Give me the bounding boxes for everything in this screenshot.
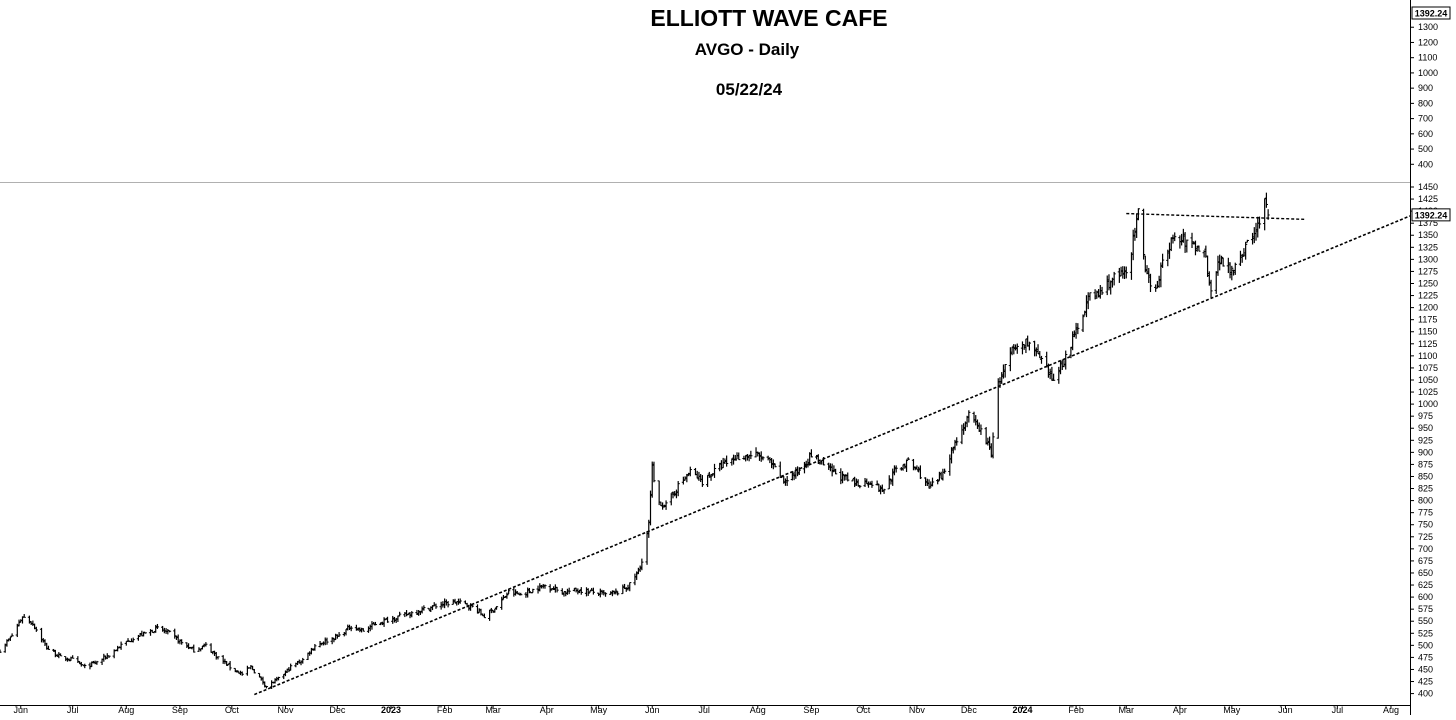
main-y-tick-label: 800 bbox=[1418, 496, 1433, 506]
upper-last-price-label: 1392.24 bbox=[1411, 6, 1451, 20]
main-y-tick-label: 1075 bbox=[1418, 363, 1438, 373]
upper-y-tick-label: 600 bbox=[1418, 129, 1433, 139]
main-y-tick-label: 700 bbox=[1418, 544, 1433, 554]
x-tick-label: Nov bbox=[277, 705, 294, 715]
main-axis-ticks: 400 425 450 475 500 525 550 575 600 625 650 675 700 7… bbox=[1410, 182, 1438, 699]
upper-axis-ticks: 400 500 600 700 800 900 1000 1100 1200 1300 bbox=[1410, 22, 1438, 169]
main-last-price-text: 1392.24 bbox=[1415, 210, 1448, 220]
main-y-tick-label: 400 bbox=[1418, 689, 1433, 699]
x-tick-label: Jul bbox=[1332, 705, 1344, 715]
ohlc-bars bbox=[0, 192, 1270, 689]
main-last-price-box bbox=[1411, 208, 1451, 222]
upper-y-tick-label: 1000 bbox=[1418, 68, 1438, 78]
x-tick-label: 2024 bbox=[1012, 705, 1032, 715]
main-y-tick-label: 1425 bbox=[1418, 194, 1438, 204]
x-tick-label: Oct bbox=[856, 705, 871, 715]
symbol-line: AVGO - Daily bbox=[695, 40, 800, 59]
main-y-tick-label: 425 bbox=[1418, 677, 1433, 687]
main-y-tick-label: 600 bbox=[1418, 592, 1433, 602]
date-line: 05/22/24 bbox=[716, 80, 783, 99]
x-tick-label: Mar bbox=[1119, 705, 1135, 715]
main-y-tick-label: 1000 bbox=[1418, 399, 1438, 409]
x-tick-label: Oct bbox=[225, 705, 240, 715]
main-y-tick-label: 750 bbox=[1418, 520, 1433, 530]
x-tick-label: Feb bbox=[1068, 705, 1084, 715]
x-tick-label: May bbox=[590, 705, 608, 715]
x-tick-label: Aug bbox=[750, 705, 766, 715]
main-y-tick-label: 1325 bbox=[1418, 242, 1438, 252]
main-y-tick-label: 450 bbox=[1418, 664, 1433, 674]
main-y-tick-label: 775 bbox=[1418, 508, 1433, 518]
upper-last-price-text: 1392.24 bbox=[1415, 9, 1448, 19]
x-tick-label: Jun bbox=[1278, 705, 1293, 715]
x-tick-label: Sep bbox=[803, 705, 819, 715]
main-y-tick-label: 1300 bbox=[1418, 254, 1438, 264]
main-y-tick-label: 1375 bbox=[1418, 218, 1438, 228]
main-y-tick-label: 1175 bbox=[1418, 315, 1437, 325]
x-tick-label: 2023 bbox=[381, 705, 401, 715]
x-tick-label: Jul bbox=[67, 705, 79, 715]
upper-y-tick-label: 1100 bbox=[1418, 53, 1437, 63]
main-y-tick-label: 850 bbox=[1418, 471, 1433, 481]
main-y-tick-label: 1200 bbox=[1418, 303, 1438, 313]
upper-y-tick-label: 400 bbox=[1418, 159, 1433, 169]
main-y-tick-label: 650 bbox=[1418, 568, 1433, 578]
x-tick-label: Sep bbox=[172, 705, 188, 715]
main-y-tick-label: 975 bbox=[1418, 411, 1433, 421]
chart-title: ELLIOTT WAVE CAFE bbox=[650, 5, 887, 31]
main-y-tick-label: 500 bbox=[1418, 640, 1433, 650]
upper-last-price-box bbox=[1411, 6, 1451, 20]
x-tick-label: Nov bbox=[909, 705, 926, 715]
main-y-tick-label: 1250 bbox=[1418, 278, 1438, 288]
x-tick-label: Jun bbox=[645, 705, 660, 715]
main-y-tick-label: 1275 bbox=[1418, 266, 1438, 276]
support-trendline bbox=[254, 215, 1411, 696]
main-y-tick-label: 950 bbox=[1418, 423, 1433, 433]
main-last-price-label: 1392.24 bbox=[1411, 208, 1451, 222]
upper-y-tick-label: 800 bbox=[1418, 98, 1433, 108]
main-y-tick-label: 525 bbox=[1418, 628, 1433, 638]
main-y-tick-label: 550 bbox=[1418, 616, 1433, 626]
main-y-tick-label: 475 bbox=[1418, 652, 1433, 662]
main-y-tick-label: 900 bbox=[1418, 447, 1433, 457]
main-y-tick-label: 1100 bbox=[1418, 351, 1437, 361]
upper-y-tick-label: 700 bbox=[1418, 114, 1433, 124]
main-y-tick-label: 875 bbox=[1418, 459, 1433, 469]
main-y-tick-label: 1050 bbox=[1418, 375, 1438, 385]
x-tick-label: Feb bbox=[437, 705, 453, 715]
main-y-tick-label: 1125 bbox=[1418, 339, 1437, 349]
x-tick-label: Apr bbox=[1173, 705, 1187, 715]
x-tick-label: Mar bbox=[485, 705, 501, 715]
main-y-tick-label: 1150 bbox=[1418, 327, 1437, 337]
upper-y-tick-label: 1200 bbox=[1418, 37, 1438, 47]
main-y-tick-label: 1450 bbox=[1418, 182, 1438, 192]
main-y-tick-label: 675 bbox=[1418, 556, 1433, 566]
x-tick-label: Dec bbox=[961, 705, 978, 715]
upper-y-tick-label: 500 bbox=[1418, 144, 1433, 154]
main-y-tick-label: 925 bbox=[1418, 435, 1433, 445]
main-y-tick-label: 625 bbox=[1418, 580, 1433, 590]
x-tick-label: Dec bbox=[329, 705, 346, 715]
x-tick-label: Jul bbox=[698, 705, 710, 715]
upper-y-tick-label: 900 bbox=[1418, 83, 1433, 93]
x-tick-label: Aug bbox=[1383, 705, 1399, 715]
main-y-tick-label: 575 bbox=[1418, 604, 1433, 614]
main-y-tick-label: 1225 bbox=[1418, 291, 1438, 301]
upper-y-tick-label: 1300 bbox=[1418, 22, 1438, 32]
main-y-tick-label: 1350 bbox=[1418, 230, 1438, 240]
x-tick-label: Aug bbox=[118, 705, 134, 715]
x-tick-label: Jun bbox=[14, 705, 29, 715]
x-axis-ticks: Jun Jul Aug Sep Oct Nov Dec 2023 Feb Mar Apr May Jun… bbox=[14, 705, 1399, 715]
main-y-tick-label: 725 bbox=[1418, 532, 1433, 542]
x-tick-label: May bbox=[1223, 705, 1241, 715]
main-y-tick-label: 1025 bbox=[1418, 387, 1438, 397]
main-y-tick-label: 825 bbox=[1418, 484, 1433, 494]
x-tick-label: Apr bbox=[540, 705, 554, 715]
